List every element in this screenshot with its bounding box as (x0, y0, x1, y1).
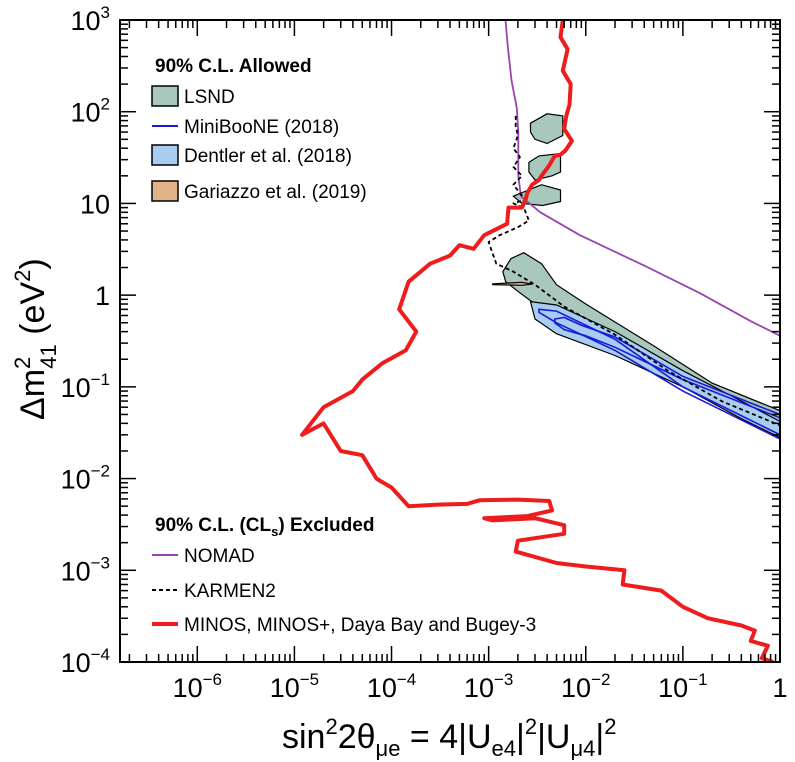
y-tick-label-4: 1 (95, 281, 110, 311)
x-tick-label-2: 10−4 (367, 670, 416, 703)
series-minos-minos-daya-bay-and-bugey-3-curve (300, 20, 774, 662)
legend-label-nomad: NOMAD (184, 546, 255, 567)
y-tick-label-exp: −1 (91, 370, 110, 389)
y-title-sub: 41 (36, 344, 61, 368)
x-tick-label-exp: −6 (203, 670, 222, 689)
legend-swatch-dentler (151, 144, 179, 166)
y-title-unit: (eV (14, 282, 52, 345)
y-tick-label-2: 10−2 (61, 462, 110, 495)
legend-swatch-lsnd (151, 85, 179, 107)
legend-excluded-heading-main: 90% C.L. (CL (155, 515, 272, 536)
y-tick-label-base: 10 (70, 6, 100, 36)
x-title-2theta: 2θ (338, 718, 376, 756)
x-tick-label-6: 1 (772, 673, 787, 703)
legend-swatch-gariazzo (151, 180, 179, 202)
x-title-sup3: 2 (604, 714, 616, 739)
y-tick-label-exp: −2 (91, 462, 110, 481)
y-tick-label-base: 1 (95, 281, 110, 311)
legend-excluded: 90% C.L. (CLs) Excluded NOMAD KARMEN2 MI… (152, 515, 536, 636)
legend-allowed-heading: 90% C.L. Allowed (155, 56, 312, 77)
y-tick-label-0: 10−4 (61, 645, 110, 678)
x-title-sup2: 2 (525, 714, 537, 739)
x-tick-label-base: 10 (367, 673, 397, 703)
legend-excluded-heading: 90% C.L. (CLs) Excluded (155, 515, 374, 539)
y-tick-label-1: 10−3 (61, 553, 110, 586)
x-tick-label-exp: −3 (494, 670, 513, 689)
legend-label-dentler: Dentler et al. (2018) (184, 146, 352, 167)
x-tick-label-4: 10−2 (561, 670, 610, 703)
x-title-sub-mue: μe (376, 736, 401, 761)
x-tick-label-base: 10 (464, 673, 494, 703)
series-miniboone-2018-region-1 (538, 308, 780, 440)
legend-label-miniboone: MiniBooNE (2018) (184, 117, 339, 138)
x-tick-label-base: 10 (270, 673, 300, 703)
y-tick-label-base: 10 (61, 373, 91, 403)
x-tick-label-exp: −5 (300, 670, 319, 689)
y-tick-label-base: 10 (61, 465, 91, 495)
y-tick-label-base: 10 (61, 648, 91, 678)
x-title-sub-e4: e4 (492, 736, 516, 761)
x-tick-label-base: 1 (772, 673, 787, 703)
series-lsnd-region-2 (529, 113, 564, 145)
axis-ticks: 10−6 10−5 10−4 10−3 10−2 10−1 110−410−310−210−… (61, 3, 788, 703)
x-tick-label-base: 10 (658, 673, 688, 703)
y-tick-label-exp: −4 (91, 645, 110, 664)
x-title-sin: sin (282, 718, 325, 756)
x-tick-label-5: 10−1 (658, 670, 707, 703)
x-tick-label-1: 10−5 (270, 670, 319, 703)
x-tick-label-exp: −4 (397, 670, 416, 689)
series-nomad-curve (504, 20, 780, 337)
legend-excluded-heading-tail: ) Excluded (278, 515, 374, 536)
x-title-sup1: 2 (325, 714, 337, 739)
y-title-sup: 2 (10, 357, 35, 369)
y-tick-label-exp: 3 (101, 3, 110, 22)
x-title-eq: = 4|U (400, 718, 491, 756)
x-title-bar1: | (516, 718, 525, 756)
x-tick-label-exp: −2 (591, 670, 610, 689)
series-karmen2-curve (487, 115, 780, 427)
y-tick-label-5: 10 (80, 189, 110, 219)
y-title-unit-sup: 2 (10, 270, 35, 282)
legend-excluded-heading-sub: s (271, 524, 278, 539)
x-title-sub-mu4: μ4 (570, 736, 595, 761)
y-tick-label-7: 103 (70, 3, 110, 36)
series-miniboone-2018-region-0 (554, 316, 780, 419)
x-title-u: |U (537, 718, 570, 756)
y-tick-label-base: 10 (61, 556, 91, 586)
x-tick-label-3: 10−3 (464, 670, 513, 703)
plot-frame (119, 19, 781, 663)
x-tick-label-base: 10 (561, 673, 591, 703)
y-tick-label-6: 102 (70, 95, 110, 128)
y-tick-label-3: 10−1 (61, 370, 110, 403)
legend-label-karmen2: KARMEN2 (184, 581, 276, 602)
y-tick-label-base: 10 (80, 189, 110, 219)
legend-label-lsnd: LSND (184, 87, 235, 108)
x-axis-title: sin22θμe = 4|Ue4|2|Uμ4|2 (282, 714, 617, 761)
x-title-bar2: | (595, 718, 604, 756)
y-title-dm: Δm (14, 369, 52, 420)
y-axis-title: Δm241 (eV2) (10, 258, 61, 420)
y-tick-label-exp: 2 (101, 95, 110, 114)
y-tick-label-base: 10 (70, 98, 100, 128)
y-tick-label-exp: −3 (91, 553, 110, 572)
plot-area (300, 20, 780, 662)
legend-allowed: 90% C.L. Allowed LSND MiniBooNE (2018) D… (151, 56, 367, 203)
plot-series (300, 20, 780, 662)
x-tick-label-base: 10 (173, 673, 203, 703)
y-title-unit-close: ) (14, 258, 52, 269)
legend-label-gariazzo: Gariazzo et al. (2019) (184, 182, 367, 203)
legend-label-minos: MINOS, MINOS+, Daya Bay and Bugey-3 (184, 615, 536, 636)
x-tick-label-exp: −1 (688, 670, 707, 689)
series-gariazzo-et-al-2019-region-0 (492, 281, 533, 286)
x-tick-label-0: 10−6 (173, 670, 222, 703)
